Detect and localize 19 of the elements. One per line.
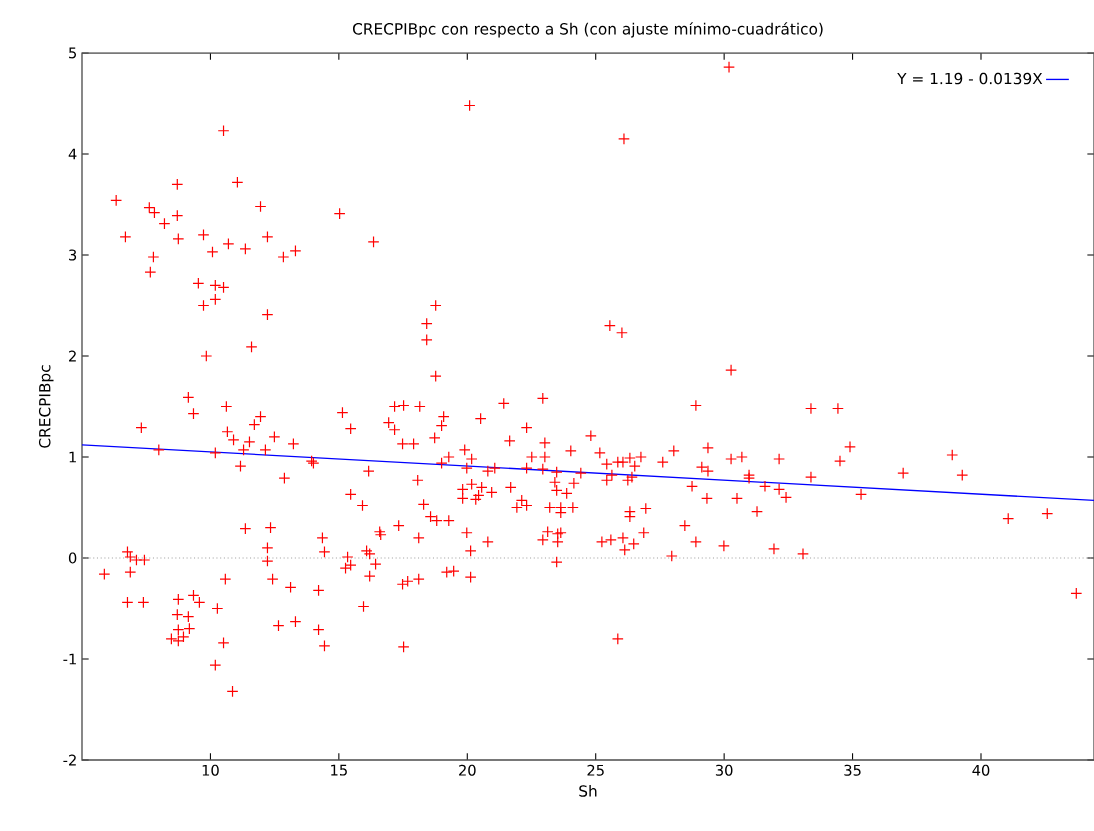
x-tick-label: 20 (459, 764, 476, 776)
y-tick-label: 2 (69, 350, 76, 362)
x-tick-label: 25 (587, 764, 604, 776)
legend-label: Y = 1.19 - 0.0139X (897, 72, 1043, 85)
x-tick-label: 15 (331, 764, 347, 776)
x-axis-title: Sh (579, 784, 597, 797)
y-tick-label: -1 (63, 653, 76, 665)
y-tick-label: 3 (69, 249, 77, 261)
y-axis-title: CRECPIBpc (38, 365, 54, 448)
x-tick-label: 35 (844, 764, 861, 776)
y-tick-label: 0 (68, 552, 77, 564)
y-tick-label: -2 (63, 754, 76, 766)
x-tick-label: 40 (972, 764, 990, 776)
x-tick-label: 10 (202, 764, 219, 776)
chart-title: CRECPIBpc con respecto a Sh (con ajuste mínimo-cuadrático) (352, 22, 823, 38)
y-tick-label: 5 (69, 47, 77, 59)
y-tick-label: 4 (68, 148, 77, 160)
x-tick-label: 30 (715, 764, 733, 776)
y-tick-label: 1 (69, 451, 76, 463)
